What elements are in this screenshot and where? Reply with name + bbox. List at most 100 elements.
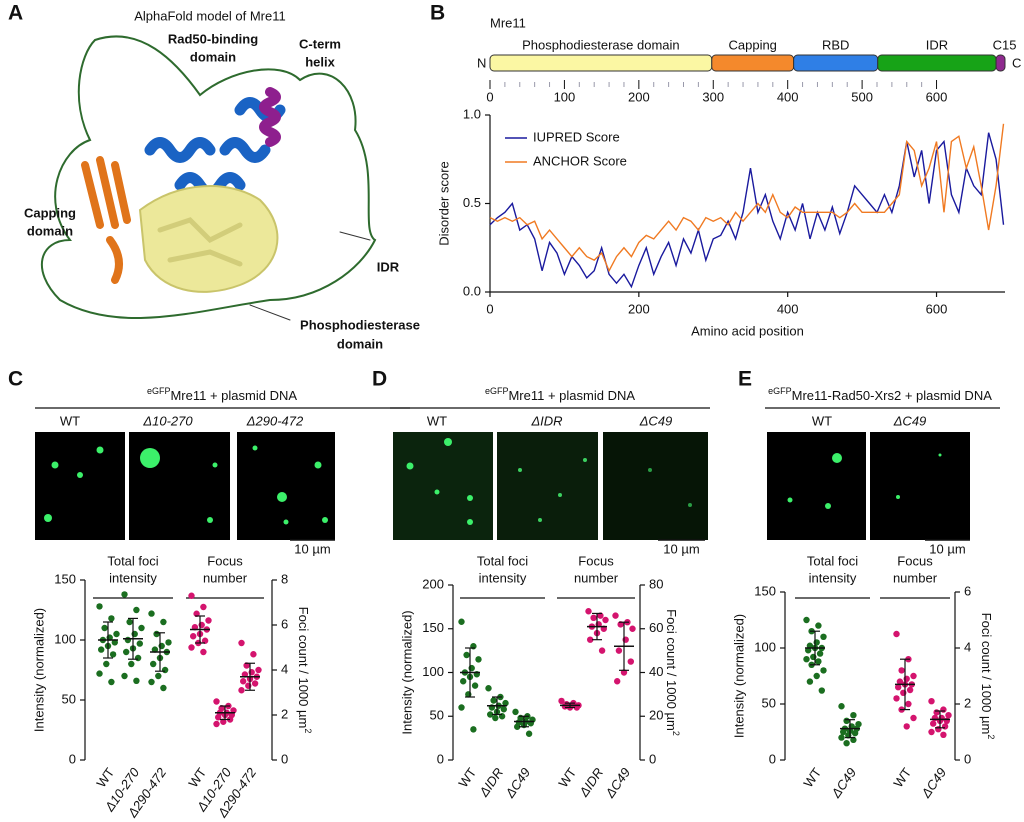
data-point [124,636,132,644]
y-tick-label: 0 [437,751,444,766]
data-point [612,612,619,619]
data-point [803,616,810,624]
data-point [458,704,465,711]
data-point [627,658,634,665]
tick-label: 100 [554,89,576,104]
data-point [128,660,135,668]
data-point [895,684,902,691]
data-point [138,624,145,632]
data-point [893,630,900,638]
panel-header: eGFPMre11-Rad50-Xrs2 + plasmid DNA [768,386,992,403]
header-text: Mre11 + plasmid DNA [170,388,297,403]
data-point [123,648,130,656]
data-point [150,660,157,668]
data-line [489,132,1005,289]
data-point [485,685,492,692]
y-tick-label: 100 [422,664,444,679]
y-tick-label: 0.0 [463,283,481,298]
data-point [111,639,119,646]
data-point [458,618,465,625]
category-label: WT [890,765,914,790]
y2-tick-label: 40 [649,664,663,679]
x-tick-label: 400 [777,301,799,316]
domain-label: domain [190,49,236,64]
domain-bar [711,54,795,72]
panel-label: B [430,2,445,25]
y-tick-label: 50 [430,708,444,723]
data-point [820,633,827,640]
y-tick-label: 150 [422,620,444,635]
scale-label: 10 µm [294,541,330,556]
panel-label: A [8,2,23,25]
domain-label: Capping [24,205,76,220]
domain-bar [877,54,997,72]
data-point [928,728,935,736]
data-point [813,672,820,680]
y-axis-label: Intensity (normalized) [399,610,414,734]
panel-label: D [372,368,387,391]
data-point [838,734,845,741]
y2-tick-label: 80 [649,576,663,591]
data-point [843,717,850,724]
data-point [136,640,143,647]
domain-label: Rad50-binding [168,31,258,46]
group-header: Total foci [477,553,528,568]
category-label: WT [800,765,824,790]
superscript: eGFP [768,386,792,396]
y2-axis-label: Foci count / 1000 µm2 [296,607,313,734]
column-label: WT [812,413,832,428]
data-point [602,616,609,624]
panel-label: E [738,368,752,391]
y-tick-label: 100 [754,639,776,654]
data-point [928,698,935,705]
data-point [463,651,470,659]
data-point [121,591,128,598]
data-point [251,680,259,687]
data-point [160,618,167,626]
y2-tick-label: 6 [281,616,288,631]
y-tick-label: 50 [762,695,776,710]
category-label: WT [555,765,579,790]
x-axis-label: Amino acid position [691,323,804,338]
panel-title: AlphaFold model of Mre11 [134,8,286,23]
legend-label: ANCHOR Score [533,153,627,168]
data-point [148,678,155,686]
group-header: number [893,570,938,585]
data-point [629,625,636,632]
data-point [161,666,169,674]
data-point [815,658,822,665]
category-label: ΔC49 [918,765,950,801]
data-point [238,687,245,694]
x-tick-label: 600 [926,301,948,316]
data-point [941,723,949,730]
data-point [598,647,606,654]
group-header: Focus [578,553,614,568]
data-point [558,697,565,705]
data-point [905,700,912,708]
data-point [240,678,247,685]
data-point [843,740,850,747]
category-label: WT [185,765,209,790]
micrographs [35,432,970,540]
data-point [121,672,128,680]
data-point [238,639,245,647]
superscript: eGFP [485,386,509,396]
y-axis-label: Intensity (normalized) [731,614,746,738]
domain-label: helix [305,54,335,69]
y-tick-label: 50 [62,691,76,706]
data-point [134,654,142,662]
data-point [165,639,172,646]
group-header: number [574,570,619,585]
y2-tick-label: 2 [964,695,971,710]
data-point [215,714,222,721]
y-tick-label: 0 [69,751,76,766]
header-text: Mre11-Rad50-Xrs2 + plasmid DNA [792,388,993,403]
label-text: Foci count / 1000 µm [664,609,679,731]
column-label: ΔC49 [893,413,927,428]
y2-tick-label: 20 [649,708,663,723]
superscript: 2 [986,734,996,739]
y-tick-label: 0 [769,751,776,766]
data-point [133,677,140,684]
y-tick-label: 200 [422,576,444,591]
